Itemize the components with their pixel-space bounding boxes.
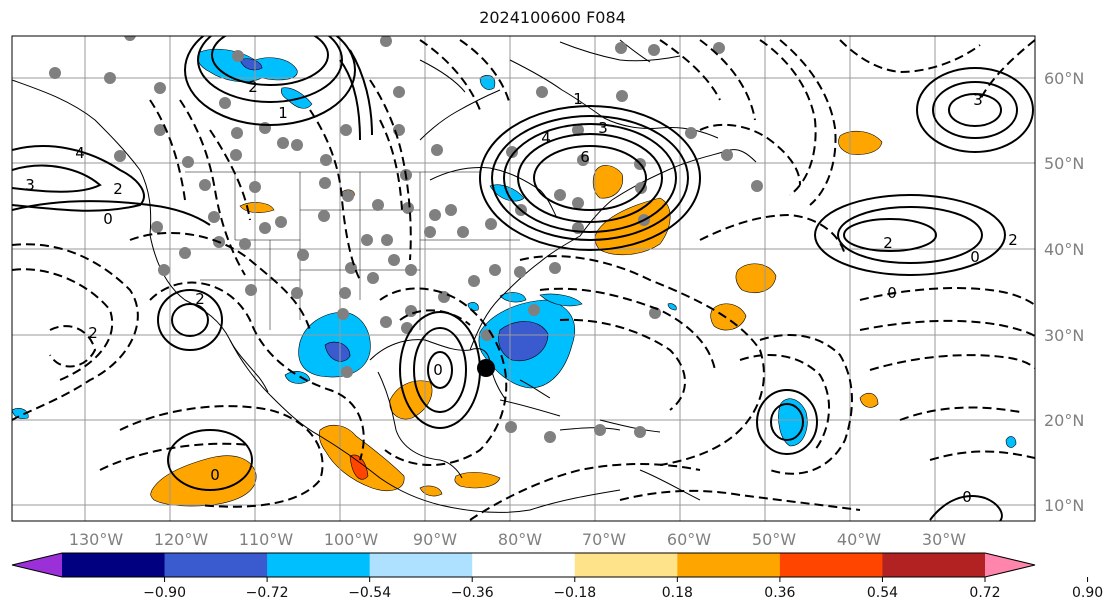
contour-label: 3 — [973, 91, 983, 109]
colorbar-segment — [574, 553, 678, 577]
lon-label: 70°W — [582, 530, 626, 549]
state-borders — [185, 171, 520, 330]
latitude-labels: 60°N 50°N 40°N 30°N 20°N 10°N — [1044, 69, 1084, 515]
colorbar-segment — [62, 553, 166, 577]
station-markers — [49, 36, 763, 443]
longitude-labels: 130°W 120°W 110°W 100°W 90°W 80°W 70°W 6… — [69, 530, 966, 549]
contour-label: 2 — [88, 324, 98, 342]
colorbar-extend-high — [985, 553, 1035, 577]
contour-label: 2 — [883, 234, 893, 252]
map-area — [12, 36, 1035, 521]
colorbar-segment — [472, 553, 576, 577]
colorbar-tick-label: −0.90 — [143, 585, 186, 601]
lon-label: 100°W — [324, 530, 379, 549]
colorbar-extend-low — [12, 553, 62, 577]
lon-label: 130°W — [69, 530, 124, 549]
contour-label: 4 — [541, 129, 551, 147]
lat-label: 40°N — [1044, 240, 1084, 259]
lon-label: 30°W — [922, 530, 966, 549]
colorbar: −0.90 −0.72 −0.54 −0.36 −0.18 0.18 0.36 0.54 0.7… — [11, 552, 1103, 601]
dashed-contours — [12, 39, 1035, 521]
colorbar-tick-label: 0.90 — [1072, 585, 1103, 601]
contour-label: 1 — [278, 104, 288, 122]
lon-label: 120°W — [154, 530, 209, 549]
lon-label: 80°W — [498, 530, 542, 549]
contour-label: 4 — [75, 144, 85, 162]
colorbar-tick-label: 0.18 — [662, 585, 693, 601]
colorbar-tick-label: 0.54 — [867, 585, 898, 601]
contour-label: 3 — [25, 176, 35, 194]
contour-label: 2 — [1008, 231, 1018, 249]
map-title: 2024100600 F084 — [479, 8, 626, 27]
lat-label: 60°N — [1044, 69, 1084, 88]
colorbar-segment — [779, 553, 883, 577]
contour-label: 0 — [210, 466, 220, 484]
lat-label: 20°N — [1044, 411, 1084, 430]
lon-label: 110°W — [239, 530, 294, 549]
contour-label: 0 — [887, 284, 897, 302]
lon-label: 40°W — [837, 530, 881, 549]
lon-label: 90°W — [413, 530, 457, 549]
solid-contours — [12, 36, 1034, 521]
contour-label: 2 — [113, 180, 123, 198]
contour-labels: 6 4 3 3 2 1 0 2 1 4 3 2 0 2 2 2 0 0 0 0 — [25, 78, 1018, 506]
contour-label: 3 — [598, 119, 608, 137]
contour-label: 1 — [573, 90, 583, 108]
lon-label: 60°W — [667, 530, 711, 549]
contour-label: 0 — [962, 488, 972, 506]
colorbar-tick-label: −0.36 — [451, 585, 494, 601]
colorbar-tick-label: −0.18 — [553, 585, 596, 601]
colorbar-tick-label: −0.72 — [246, 585, 289, 601]
contour-label: 6 — [580, 148, 590, 166]
colorbar-segment — [677, 553, 781, 577]
contour-label: 2 — [248, 78, 258, 96]
lat-label: 10°N — [1044, 496, 1084, 515]
colorbar-segment — [882, 553, 986, 577]
colorbar-segment — [164, 553, 268, 577]
colorbar-segment — [267, 553, 371, 577]
colorbar-tick-label: −0.54 — [348, 585, 391, 601]
contour-label: 0 — [103, 210, 113, 228]
marker-point — [477, 359, 495, 377]
lat-label: 50°N — [1044, 154, 1084, 173]
map-frame — [11, 35, 1036, 522]
contour-label: 0 — [970, 248, 980, 266]
contour-label: 2 — [195, 290, 205, 308]
lon-label: 50°W — [752, 530, 796, 549]
colorbar-tick-label: 0.72 — [969, 585, 1000, 601]
colorbar-segment — [369, 553, 473, 577]
colorbar-outline — [11, 552, 1036, 578]
colorbar-tick-label: 0.36 — [764, 585, 795, 601]
lat-label: 30°N — [1044, 326, 1084, 345]
contour-label: 0 — [433, 361, 443, 379]
